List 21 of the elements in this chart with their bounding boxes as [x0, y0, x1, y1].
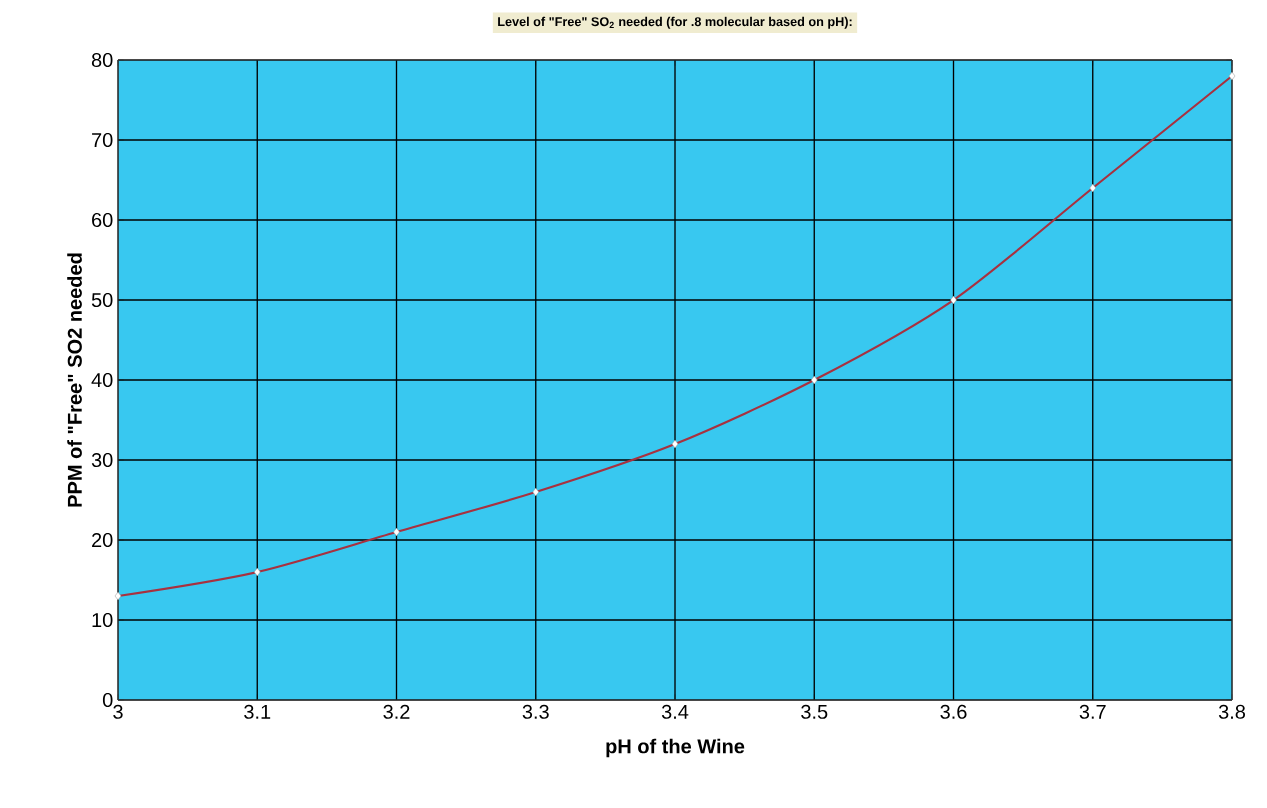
y-tick-label: 80: [91, 52, 113, 68]
y-tick-label: 40: [91, 372, 113, 388]
x-tick-label: 3.4: [661, 704, 689, 719]
y-tick-label: 30: [91, 452, 113, 468]
y-tick-label: 0: [102, 692, 113, 708]
x-tick-label: 3.5: [801, 704, 828, 719]
x-tick-label: 3.7: [1079, 704, 1106, 719]
x-tick-label: 3.3: [522, 704, 549, 719]
y-tick-label: 10: [92, 612, 113, 628]
x-axis-title: pH of the Wine: [606, 738, 745, 758]
y-tick-label: 60: [92, 212, 113, 228]
y-tick-label: 70: [92, 132, 113, 148]
x-tick-label: 3.1: [244, 704, 271, 719]
x-tick-label: 3.8: [1218, 704, 1246, 719]
x-tick-label: 3.2: [383, 704, 410, 719]
y-axis-title: PPM of "Free" SO2 needed: [67, 253, 82, 507]
x-tick-label: 3.6: [940, 704, 967, 719]
y-tick-label: 50: [91, 292, 113, 308]
y-tick-label: 20: [92, 532, 113, 548]
chart-title: Level of "Free" SO$_{2}$ needed (for .8 molecular based on pH):: [498, 16, 852, 29]
x-tick-label: 3: [113, 704, 123, 719]
